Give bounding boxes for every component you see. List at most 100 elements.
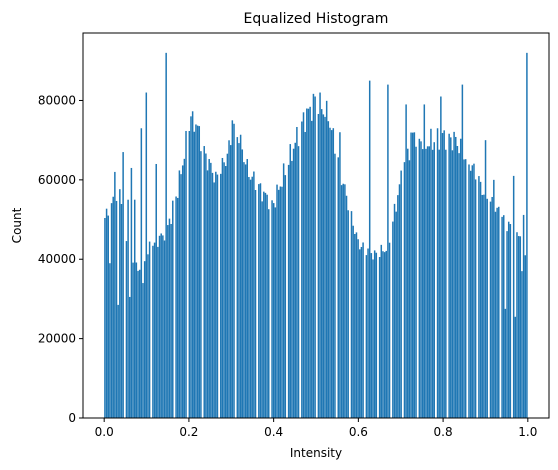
histogram-bar: [501, 216, 503, 418]
histogram-bar: [521, 271, 523, 418]
x-tick-label: 0.0: [95, 425, 114, 439]
histogram-bar: [448, 133, 450, 419]
histogram-bar: [138, 269, 141, 418]
histogram-bar: [314, 96, 316, 418]
histogram-bar: [287, 164, 290, 418]
histogram-bar: [107, 215, 109, 418]
y-axis-label: Count: [10, 207, 24, 243]
histogram-bar: [441, 133, 444, 418]
histogram-bar: [459, 138, 462, 419]
histogram-bar: [215, 171, 217, 418]
histogram-bar: [430, 128, 432, 418]
histogram-bar: [147, 254, 149, 418]
histogram-bar: [410, 132, 412, 418]
histogram-bar: [340, 185, 343, 418]
histogram-bar: [198, 126, 201, 418]
histogram-bar: [438, 149, 440, 419]
x-tick-label: 0.8: [434, 425, 453, 439]
histogram-bar: [195, 124, 197, 419]
histogram-bar: [264, 192, 267, 418]
histogram-bar: [400, 170, 402, 418]
histogram-bar: [373, 250, 376, 418]
histogram-bar: [152, 245, 154, 418]
histogram-bar: [481, 194, 483, 418]
histogram-bar: [200, 151, 202, 418]
histogram-bar: [395, 211, 397, 418]
histogram-bar: [114, 171, 116, 418]
histogram-bar: [329, 127, 331, 418]
histogram-bar: [223, 162, 225, 418]
histogram-bar: [503, 215, 505, 418]
histogram-bar: [117, 304, 119, 418]
histogram-bar: [137, 270, 139, 418]
histogram-bar: [158, 235, 161, 418]
histogram-bar: [105, 208, 108, 418]
histogram-bar: [289, 144, 292, 418]
histogram-bar: [524, 255, 527, 418]
histogram-bar: [317, 113, 320, 418]
histogram-bar: [243, 162, 245, 418]
histogram-bar: [383, 252, 386, 418]
histogram-bar: [339, 132, 341, 419]
histogram-bar: [519, 236, 522, 418]
histogram-bar: [413, 132, 416, 418]
histogram-bar: [385, 250, 387, 418]
histogram-bar: [297, 146, 300, 418]
histogram-bar: [398, 184, 401, 418]
histogram-bar: [279, 186, 282, 418]
histogram-bar: [407, 148, 409, 418]
histogram-bar: [453, 131, 455, 418]
histogram-bar: [507, 221, 510, 418]
histogram-bar: [241, 149, 244, 418]
histogram-bar: [163, 240, 166, 418]
histogram-bar: [311, 120, 313, 419]
x-tick-label: 1.0: [518, 425, 537, 439]
histogram-bar: [421, 149, 424, 418]
histogram-bar: [176, 197, 179, 418]
histogram-bar: [226, 153, 229, 418]
histogram-bar: [258, 184, 260, 418]
x-tick-label: 0.4: [264, 425, 283, 439]
histogram-bar: [203, 146, 205, 419]
histogram-bar: [228, 140, 230, 419]
histogram-bar: [362, 242, 364, 418]
histogram-bar: [426, 146, 429, 418]
histogram-bar: [140, 128, 143, 418]
histogram-bar: [415, 146, 417, 419]
histogram-bar: [249, 179, 252, 418]
histogram-bar: [483, 194, 485, 418]
histogram-bar: [127, 199, 129, 418]
histogram-bar: [133, 199, 136, 418]
histogram-bar: [304, 131, 306, 419]
histogram-bar: [372, 259, 374, 418]
histogram-bar: [445, 149, 447, 418]
histogram-bar: [436, 128, 439, 418]
histogram-bar: [408, 160, 411, 418]
histogram-bar: [274, 207, 277, 418]
histogram-bar: [284, 175, 287, 418]
histogram-bar: [254, 190, 257, 418]
histogram-bar: [170, 224, 172, 418]
histogram-bar: [172, 200, 174, 418]
histogram-bar: [370, 253, 373, 418]
histogram-bar: [292, 148, 295, 418]
histogram-bar: [211, 172, 214, 418]
histogram-bar: [322, 114, 325, 419]
histogram-bar: [496, 207, 498, 418]
x-tick-label: 0.2: [179, 425, 198, 439]
histogram-bar: [248, 177, 250, 418]
histogram-bar: [239, 134, 242, 419]
histogram-bar: [440, 96, 442, 418]
histogram-bar: [380, 244, 383, 418]
histogram-bar: [522, 214, 525, 418]
histogram-bar: [516, 232, 518, 418]
y-tick-label: 20000: [38, 332, 76, 346]
histogram-bar: [266, 194, 268, 418]
histogram-bar: [196, 125, 199, 418]
histogram-bar: [342, 183, 344, 418]
histogram-bar: [229, 145, 232, 418]
histogram-bar: [253, 171, 255, 418]
histogram-bar: [109, 263, 111, 418]
histogram-bar: [165, 52, 167, 418]
histogram-bar: [191, 111, 194, 418]
